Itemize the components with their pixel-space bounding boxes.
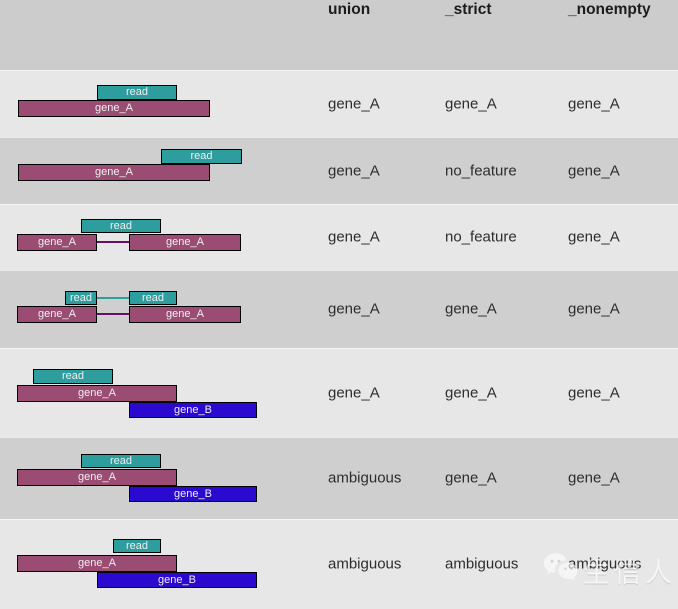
gene-b-box: gene_B	[97, 572, 257, 588]
scenario-row-5: read gene_A gene_B gene_A gene_A gene_A	[0, 348, 678, 437]
gene-a-exon1-box: gene_A	[17, 234, 97, 251]
result-nonempty: ambiguous	[568, 555, 642, 573]
read-splice-connector	[97, 297, 129, 299]
gene-a-box: gene_A	[17, 385, 177, 402]
result-strict: no_feature	[445, 162, 517, 179]
column-header-nonempty-line2: _nonempty	[568, 1, 651, 18]
gene-a-exon2-box: gene_A	[129, 234, 241, 251]
read-box: read	[161, 149, 242, 164]
result-union: gene_A	[328, 95, 380, 112]
gene-a-box: gene_A	[17, 555, 177, 572]
gene-a-box: gene_A	[18, 100, 210, 117]
column-header-union: union	[328, 0, 370, 55]
result-strict: gene_A	[445, 95, 497, 112]
table-header: union intersection _strict intersection …	[0, 0, 678, 70]
result-strict: ambiguous	[445, 555, 519, 573]
intron-connector	[97, 313, 129, 315]
result-strict: gene_A	[445, 469, 497, 487]
result-nonempty: gene_A	[568, 95, 620, 112]
result-nonempty: gene_A	[568, 384, 620, 401]
result-nonempty: gene_A	[568, 469, 620, 487]
column-header-union-line1: union	[328, 1, 371, 18]
read-box: read	[113, 539, 161, 553]
result-nonempty: gene_A	[568, 300, 620, 318]
gene-a-exon2-box: gene_A	[129, 306, 241, 323]
scenario-row-3: read gene_A gene_A gene_A no_feature gen…	[0, 204, 678, 270]
gene-b-box: gene_B	[129, 486, 257, 502]
gene-a-box: gene_A	[18, 164, 210, 181]
result-union: gene_A	[328, 384, 380, 401]
read-segment1-box: read	[65, 291, 97, 305]
scenario-row-1: read gene_A gene_A gene_A gene_A	[0, 70, 678, 137]
column-header-intersection-nonempty: intersection _nonempty	[568, 0, 656, 55]
result-strict: no_feature	[445, 228, 517, 246]
result-nonempty: gene_A	[568, 228, 620, 246]
intron-connector	[97, 241, 129, 243]
scenario-row-7: read gene_A gene_B ambiguous ambiguous a…	[0, 519, 678, 609]
result-union: ambiguous	[328, 469, 402, 487]
result-nonempty: gene_A	[568, 162, 620, 179]
read-box: read	[81, 219, 161, 233]
result-union: gene_A	[328, 300, 380, 318]
column-header-strict-line2: _strict	[445, 1, 492, 18]
result-strict: gene_A	[445, 384, 497, 401]
result-union: gene_A	[328, 162, 380, 179]
read-segment2-box: read	[129, 291, 177, 305]
result-union: gene_A	[328, 228, 380, 246]
scenario-row-6: read gene_A gene_B ambiguous gene_A gene…	[0, 437, 678, 519]
read-box: read	[81, 454, 161, 468]
result-strict: gene_A	[445, 300, 497, 318]
scenario-row-4: read read gene_A gene_A gene_A gene_A ge…	[0, 270, 678, 348]
column-header-intersection-strict: intersection _strict	[445, 0, 533, 55]
scenario-row-2: read gene_A gene_A no_feature gene_A	[0, 137, 678, 204]
gene-b-box: gene_B	[129, 402, 257, 418]
read-box: read	[33, 369, 113, 384]
gene-a-exon1-box: gene_A	[17, 306, 97, 323]
read-box: read	[97, 85, 177, 100]
result-union: ambiguous	[328, 555, 402, 573]
gene-a-box: gene_A	[17, 469, 177, 486]
